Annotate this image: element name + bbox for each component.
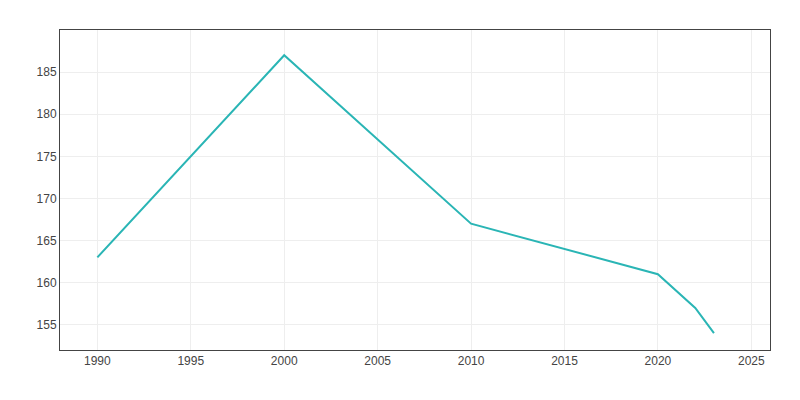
svg-text:1990: 1990 — [84, 354, 111, 368]
svg-text:2015: 2015 — [551, 354, 578, 368]
svg-text:1995: 1995 — [177, 354, 204, 368]
svg-text:2025: 2025 — [738, 354, 765, 368]
svg-text:2000: 2000 — [271, 354, 298, 368]
svg-text:185: 185 — [37, 65, 57, 79]
svg-text:2020: 2020 — [645, 354, 672, 368]
svg-text:155: 155 — [37, 318, 57, 332]
svg-text:2005: 2005 — [364, 354, 391, 368]
svg-text:175: 175 — [37, 150, 57, 164]
svg-text:180: 180 — [37, 107, 57, 121]
svg-text:170: 170 — [37, 192, 57, 206]
svg-text:160: 160 — [37, 276, 57, 290]
svg-text:165: 165 — [37, 234, 57, 248]
svg-text:2010: 2010 — [458, 354, 485, 368]
